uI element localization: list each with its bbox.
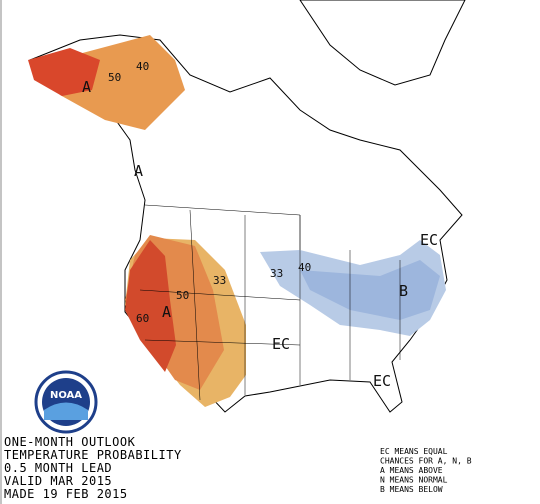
legend-line: N MEANS NORMAL: [380, 476, 448, 485]
contour-label: 33: [270, 267, 283, 280]
contour-label: 40: [136, 60, 149, 73]
title-line: VALID MAR 2015: [4, 474, 112, 488]
category-label: EC: [272, 335, 290, 353]
legend-line: CHANCES FOR A, N, B: [380, 457, 472, 466]
boundaries: [139, 204, 401, 401]
category-label: EC: [373, 372, 391, 390]
title-line: MADE 19 FEB 2015: [4, 487, 128, 501]
category-label: A: [162, 303, 171, 321]
above-50-west: [125, 240, 176, 372]
logo-wave: [44, 402, 88, 420]
contour-label: 60: [136, 312, 149, 325]
legend-line: B MEANS BELOW: [380, 485, 443, 494]
logo-text: NOAA: [50, 390, 82, 401]
legend-line: EC MEANS EQUAL: [380, 447, 448, 456]
greenland: [299, 0, 466, 86]
title-line: ONE-MONTH OUTLOOK: [4, 435, 136, 449]
contour-label: 33: [213, 274, 226, 287]
contour-label: 40: [298, 261, 311, 274]
category-label: A: [134, 162, 143, 180]
contour-label: 50: [108, 71, 121, 84]
category-label: B: [399, 282, 408, 300]
legend-line: A MEANS ABOVE: [380, 466, 443, 475]
category-label: EC: [420, 231, 438, 249]
title-line: 0.5 MONTH LEAD: [4, 461, 112, 475]
below-40-east: [300, 260, 440, 320]
title-line: TEMPERATURE PROBABILITY: [4, 448, 182, 462]
category-label: A: [82, 78, 91, 96]
contour-label: 50: [176, 289, 189, 302]
above-50-alaska: [28, 48, 100, 96]
